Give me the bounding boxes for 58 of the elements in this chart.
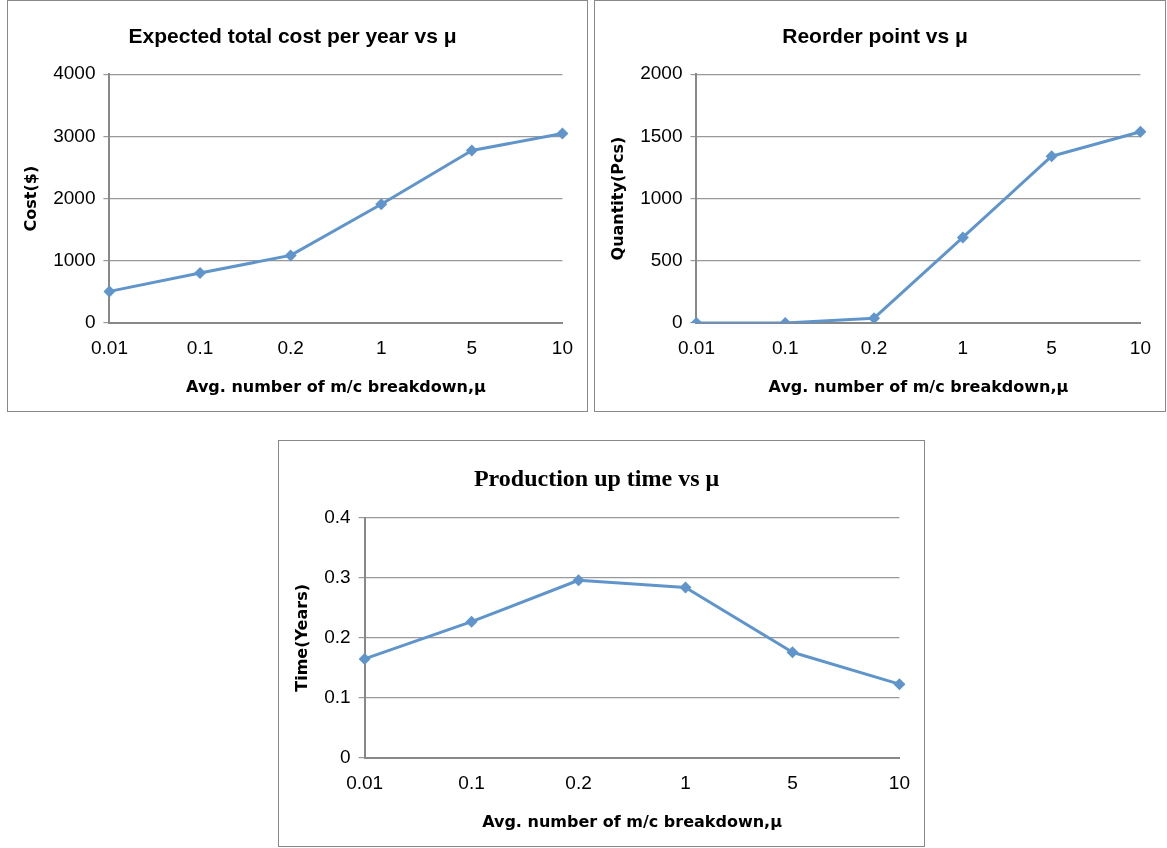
x-tick-label: 10 <box>551 336 573 358</box>
x-tick-label: 1 <box>375 336 387 358</box>
point <box>1045 150 1058 163</box>
chart-title: Production up time vs μ <box>473 464 720 491</box>
point <box>868 312 881 323</box>
y-tick-label: 1500 <box>640 124 683 146</box>
y-tick-label: 0.1 <box>324 686 351 708</box>
x-tick-label: 5 <box>1046 336 1057 358</box>
x-tick-label: 1 <box>680 771 691 793</box>
point <box>358 652 371 665</box>
y-axis-title: Quantity(Pcs) <box>607 136 627 261</box>
y-tick-label: 2000 <box>640 62 683 84</box>
x-axis-title: Avg. number of m/c breakdown,μ <box>768 376 1069 396</box>
point <box>465 144 478 157</box>
x-tick-label: 5 <box>787 771 798 793</box>
y-tick-label: 0 <box>671 311 683 333</box>
x-tick-label: 0.2 <box>565 771 592 793</box>
y-tick-label: 0.3 <box>324 566 351 588</box>
point <box>194 266 207 279</box>
x-tick-label: 0.2 <box>860 336 888 358</box>
x-tick-label: 10 <box>1129 336 1151 358</box>
y-axis-title: Time(Years) <box>291 584 311 692</box>
point <box>786 646 799 659</box>
x-tick-label: 0.1 <box>772 336 799 358</box>
y-tick-label: 0.4 <box>324 506 352 528</box>
point <box>375 198 388 211</box>
point <box>572 574 585 587</box>
y-axis-title: Cost($) <box>20 165 40 232</box>
y-tick-label: 0 <box>84 311 96 333</box>
point <box>556 127 569 140</box>
point <box>956 231 969 244</box>
x-tick-label: 0.2 <box>277 336 304 358</box>
point <box>893 678 906 691</box>
x-tick-label: 0.01 <box>677 336 715 358</box>
y-tick-label: 4000 <box>53 62 96 84</box>
x-tick-label: 0.1 <box>458 771 485 793</box>
chart-title: Reorder point vs μ <box>782 24 968 48</box>
chart-title: Expected total cost per year vs μ <box>128 24 457 48</box>
y-tick-label: 1000 <box>53 249 96 271</box>
x-axis-title: Avg. number of m/c breakdown,μ <box>482 811 783 831</box>
point <box>1134 125 1147 138</box>
y-tick-label: 3000 <box>53 124 96 146</box>
point <box>284 249 297 262</box>
x-tick-label: 5 <box>466 336 478 358</box>
x-axis-title: Avg. number of m/c breakdown,μ <box>186 376 487 396</box>
x-tick-label: 0.1 <box>186 336 214 358</box>
point <box>103 285 116 298</box>
y-tick-label: 0 <box>340 746 351 768</box>
x-tick-label: 1 <box>957 336 969 358</box>
x-tick-label: 0.01 <box>346 771 384 793</box>
x-tick-label: 0.01 <box>90 336 128 358</box>
y-tick-label: 500 <box>650 249 683 271</box>
y-tick-label: 2000 <box>53 186 96 208</box>
point <box>465 615 478 628</box>
x-tick-label: 10 <box>888 771 910 793</box>
y-tick-label: 0.2 <box>324 626 351 648</box>
point <box>679 581 692 594</box>
y-tick-label: 1000 <box>640 186 683 208</box>
